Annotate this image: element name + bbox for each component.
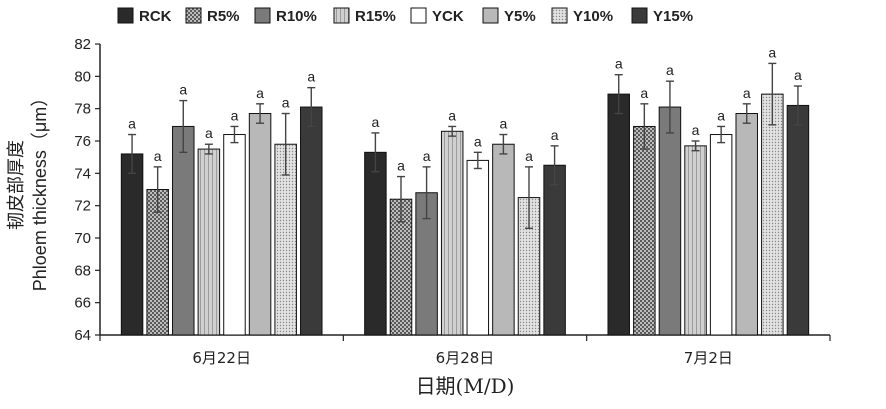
y-axis-title-en: Phloem thickness（μm） xyxy=(30,89,50,291)
legend-swatch xyxy=(254,7,271,24)
significance-label: a xyxy=(666,62,674,78)
y-tick-label: 64 xyxy=(74,327,91,344)
significance-label: a xyxy=(717,107,725,123)
x-tick-label: 7月2日 xyxy=(684,349,733,367)
bar xyxy=(492,143,515,336)
bar xyxy=(300,106,323,336)
bar xyxy=(607,93,630,336)
significance-label: a xyxy=(500,116,508,132)
significance-label: a xyxy=(525,148,533,164)
y-tick-label: 80 xyxy=(74,68,91,85)
axes xyxy=(95,43,831,341)
y-tick-label: 70 xyxy=(74,230,91,247)
x-tick-label: 6月28日 xyxy=(436,349,495,367)
significance-label: a xyxy=(794,67,802,83)
bar xyxy=(364,151,387,336)
significance-label: a xyxy=(423,148,431,164)
bar xyxy=(761,93,784,336)
legend-label: YCK xyxy=(432,8,464,25)
legend-swatch xyxy=(117,7,134,24)
legend-swatch xyxy=(410,7,427,24)
y-axis-title-cn: 韧皮部厚度 xyxy=(6,140,26,230)
significance-label: a xyxy=(743,85,751,101)
legend-label: Y15% xyxy=(653,8,693,25)
bar xyxy=(466,159,490,336)
legend-label: RCK xyxy=(139,8,172,25)
y-tick-label: 66 xyxy=(74,295,91,312)
legend-swatch xyxy=(333,7,350,24)
significance-label: a xyxy=(615,56,623,72)
bar xyxy=(172,125,195,336)
y-tick-label: 74 xyxy=(74,165,91,182)
bars xyxy=(120,62,810,336)
y-tick-label: 82 xyxy=(74,36,91,53)
bar xyxy=(197,148,221,336)
legend-label: Y10% xyxy=(573,8,613,25)
y-tick-label: 76 xyxy=(74,133,91,150)
legend: RCK R5% R10% R15% YCK Y5% Y10% Y15% xyxy=(117,7,693,25)
significance-label: a xyxy=(282,95,290,111)
y-tick-label: 68 xyxy=(74,262,91,279)
bar xyxy=(543,164,566,336)
legend-swatch xyxy=(631,7,648,24)
significance-label: a xyxy=(692,122,700,138)
bar xyxy=(735,113,758,336)
significance-label: a xyxy=(307,69,315,85)
bar xyxy=(440,130,464,336)
significance-label: a xyxy=(448,107,456,123)
bar xyxy=(786,104,810,336)
significance-label: a xyxy=(128,116,136,132)
legend-swatch xyxy=(482,7,499,24)
bar xyxy=(248,113,272,336)
bar xyxy=(223,134,246,336)
bar xyxy=(709,134,733,336)
legend-label: R10% xyxy=(276,8,317,25)
bar xyxy=(658,106,682,336)
x-tick-label: 6月22日 xyxy=(192,349,251,367)
significance-label: a xyxy=(256,85,264,101)
legend-swatch xyxy=(551,7,568,24)
bar xyxy=(633,125,656,336)
legend-swatch xyxy=(185,7,202,24)
significance-label: a xyxy=(551,127,559,143)
significance-label: a xyxy=(474,133,482,149)
legend-label: R5% xyxy=(207,8,240,25)
significance-label: a xyxy=(205,125,213,141)
bar xyxy=(120,153,144,336)
significance-label: a xyxy=(179,82,187,98)
significance-label: a xyxy=(397,158,405,174)
legend-label: Y5% xyxy=(504,8,536,25)
significance-label: a xyxy=(640,85,648,101)
significance-label: a xyxy=(154,148,162,164)
significance-label: a xyxy=(768,44,776,60)
x-axis-title: 日期(M/D) xyxy=(416,374,515,398)
legend-label: R15% xyxy=(355,8,396,25)
axis-labels: 64 66 68 70 72 74 76 78 80 82 a a a a a a a a 6月22日 a a a a a a a… xyxy=(6,36,802,398)
bar xyxy=(684,145,707,336)
y-tick-label: 72 xyxy=(74,198,91,215)
significance-label: a xyxy=(231,107,239,123)
y-tick-label: 78 xyxy=(74,101,91,118)
significance-label: a xyxy=(372,114,380,130)
